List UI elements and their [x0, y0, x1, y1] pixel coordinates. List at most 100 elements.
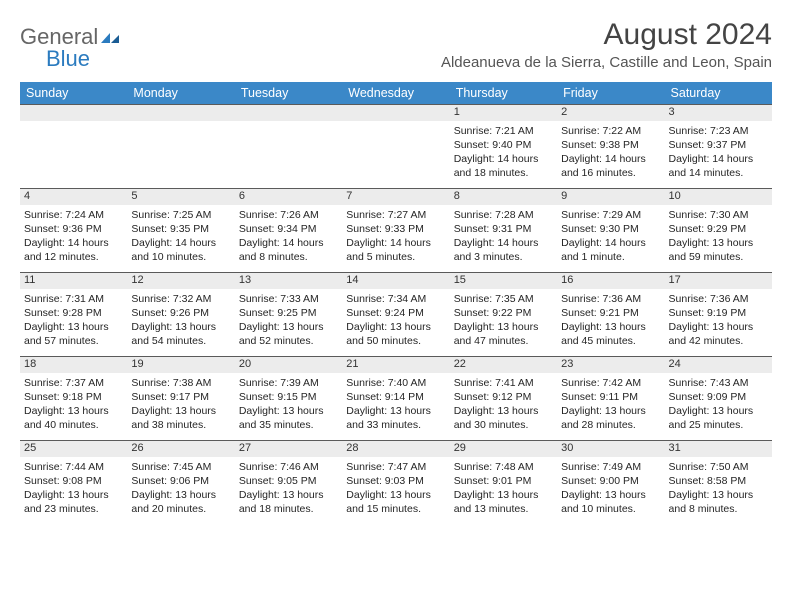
sunset-text: Sunset: 9:35 PM — [131, 222, 230, 236]
day-number-cell: 3 — [665, 105, 772, 121]
day-info-cell: Sunrise: 7:35 AMSunset: 9:22 PMDaylight:… — [450, 289, 557, 357]
day-info-cell: Sunrise: 7:34 AMSunset: 9:24 PMDaylight:… — [342, 289, 449, 357]
day-info-cell: Sunrise: 7:45 AMSunset: 9:06 PMDaylight:… — [127, 457, 234, 525]
day-info-cell — [342, 121, 449, 189]
sunset-text: Sunset: 8:58 PM — [669, 474, 768, 488]
daylight-text: Daylight: 14 hours and 10 minutes. — [131, 236, 230, 264]
sunset-text: Sunset: 9:28 PM — [24, 306, 123, 320]
daylight-text: Daylight: 13 hours and 40 minutes. — [24, 404, 123, 432]
day-info-row: Sunrise: 7:24 AMSunset: 9:36 PMDaylight:… — [20, 205, 772, 273]
sunset-text: Sunset: 9:29 PM — [669, 222, 768, 236]
day-info-cell: Sunrise: 7:49 AMSunset: 9:00 PMDaylight:… — [557, 457, 664, 525]
day-number-cell: 17 — [665, 273, 772, 289]
day-info-cell: Sunrise: 7:36 AMSunset: 9:19 PMDaylight:… — [665, 289, 772, 357]
day-info-cell: Sunrise: 7:48 AMSunset: 9:01 PMDaylight:… — [450, 457, 557, 525]
day-number-cell: 11 — [20, 273, 127, 289]
daylight-text: Daylight: 13 hours and 33 minutes. — [346, 404, 445, 432]
day-number-cell: 4 — [20, 189, 127, 205]
day-info-cell: Sunrise: 7:33 AMSunset: 9:25 PMDaylight:… — [235, 289, 342, 357]
sunrise-text: Sunrise: 7:49 AM — [561, 460, 660, 474]
day-header: Monday — [127, 82, 234, 105]
sunrise-text: Sunrise: 7:44 AM — [24, 460, 123, 474]
sunrise-text: Sunrise: 7:22 AM — [561, 124, 660, 138]
sunrise-text: Sunrise: 7:28 AM — [454, 208, 553, 222]
day-number-row: 45678910 — [20, 189, 772, 205]
day-info-cell: Sunrise: 7:28 AMSunset: 9:31 PMDaylight:… — [450, 205, 557, 273]
day-number-cell: 6 — [235, 189, 342, 205]
day-info-cell: Sunrise: 7:29 AMSunset: 9:30 PMDaylight:… — [557, 205, 664, 273]
sunset-text: Sunset: 9:36 PM — [24, 222, 123, 236]
sunset-text: Sunset: 9:33 PM — [346, 222, 445, 236]
day-info-cell: Sunrise: 7:32 AMSunset: 9:26 PMDaylight:… — [127, 289, 234, 357]
sunrise-text: Sunrise: 7:45 AM — [131, 460, 230, 474]
day-number-cell: 23 — [557, 357, 664, 373]
day-info-cell: Sunrise: 7:26 AMSunset: 9:34 PMDaylight:… — [235, 205, 342, 273]
day-header: Thursday — [450, 82, 557, 105]
daylight-text: Daylight: 14 hours and 16 minutes. — [561, 152, 660, 180]
sunrise-text: Sunrise: 7:46 AM — [239, 460, 338, 474]
day-info-cell: Sunrise: 7:36 AMSunset: 9:21 PMDaylight:… — [557, 289, 664, 357]
sunrise-text: Sunrise: 7:47 AM — [346, 460, 445, 474]
daylight-text: Daylight: 13 hours and 28 minutes. — [561, 404, 660, 432]
daylight-text: Daylight: 14 hours and 12 minutes. — [24, 236, 123, 264]
sunset-text: Sunset: 9:08 PM — [24, 474, 123, 488]
day-info-cell: Sunrise: 7:40 AMSunset: 9:14 PMDaylight:… — [342, 373, 449, 441]
daylight-text: Daylight: 14 hours and 1 minute. — [561, 236, 660, 264]
daylight-text: Daylight: 14 hours and 14 minutes. — [669, 152, 768, 180]
day-number-cell: 8 — [450, 189, 557, 205]
daylight-text: Daylight: 13 hours and 35 minutes. — [239, 404, 338, 432]
sunset-text: Sunset: 9:19 PM — [669, 306, 768, 320]
day-number-cell — [127, 105, 234, 121]
location-label: Aldeanueva de la Sierra, Castille and Le… — [441, 54, 772, 71]
day-header: Sunday — [20, 82, 127, 105]
day-info-row: Sunrise: 7:44 AMSunset: 9:08 PM Daylight:… — [20, 457, 772, 525]
daylight-text: Daylight: 13 hours and 8 minutes. — [669, 488, 768, 516]
sunset-text: Sunset: 9:00 PM — [561, 474, 660, 488]
sunrise-text: Sunrise: 7:30 AM — [669, 208, 768, 222]
day-number-cell: 13 — [235, 273, 342, 289]
sunset-text: Sunset: 9:34 PM — [239, 222, 338, 236]
day-info-row: Sunrise: 7:37 AMSunset: 9:18 PMDaylight:… — [20, 373, 772, 441]
sunrise-text: Sunrise: 7:31 AM — [24, 292, 123, 306]
sunrise-text: Sunrise: 7:38 AM — [131, 376, 230, 390]
day-number-cell: 30 — [557, 441, 664, 457]
day-number-cell: 5 — [127, 189, 234, 205]
day-info-row: Sunrise: 7:31 AMSunset: 9:28 PMDaylight:… — [20, 289, 772, 357]
sunrise-text: Sunrise: 7:27 AM — [346, 208, 445, 222]
sunrise-text: Sunrise: 7:34 AM — [346, 292, 445, 306]
sunset-text: Sunset: 9:26 PM — [131, 306, 230, 320]
day-info-cell: Sunrise: 7:38 AMSunset: 9:17 PMDaylight:… — [127, 373, 234, 441]
sunrise-text: Sunrise: 7:35 AM — [454, 292, 553, 306]
day-number-cell: 29 — [450, 441, 557, 457]
day-info-cell — [127, 121, 234, 189]
day-number-row: 123 — [20, 105, 772, 121]
sunset-text: Sunset: 9:03 PM — [346, 474, 445, 488]
daylight-text: Daylight: 13 hours and 57 minutes. — [24, 320, 123, 348]
day-number-cell: 20 — [235, 357, 342, 373]
sunrise-text: Sunrise: 7:40 AM — [346, 376, 445, 390]
daylight-text: Daylight: 13 hours and 47 minutes. — [454, 320, 553, 348]
sunset-text: Sunset: 9:22 PM — [454, 306, 553, 320]
sunset-text: Sunset: 9:38 PM — [561, 138, 660, 152]
day-info-cell: Sunrise: 7:37 AMSunset: 9:18 PMDaylight:… — [20, 373, 127, 441]
day-number-cell: 7 — [342, 189, 449, 205]
day-number-row: 11121314151617 — [20, 273, 772, 289]
day-number-row: 25262728293031 — [20, 441, 772, 457]
day-number-cell — [235, 105, 342, 121]
daylight-text: Daylight: 13 hours and 38 minutes. — [131, 404, 230, 432]
daylight-text: Daylight: 13 hours and 30 minutes. — [454, 404, 553, 432]
day-number-cell: 10 — [665, 189, 772, 205]
brand-mark-icon — [101, 31, 121, 50]
sunset-text: Sunset: 9:06 PM — [131, 474, 230, 488]
sunset-text: Sunset: 9:17 PM — [131, 390, 230, 404]
day-info-cell: Sunrise: 7:42 AMSunset: 9:11 PMDaylight:… — [557, 373, 664, 441]
sunset-text: Sunset: 9:37 PM — [669, 138, 768, 152]
sunset-text: Sunset: 9:14 PM — [346, 390, 445, 404]
sunset-text: Sunset: 9:31 PM — [454, 222, 553, 236]
sunrise-text: Sunrise: 7:21 AM — [454, 124, 553, 138]
day-number-cell: 22 — [450, 357, 557, 373]
sunrise-text: Sunrise: 7:32 AM — [131, 292, 230, 306]
day-info-cell: Sunrise: 7:25 AMSunset: 9:35 PMDaylight:… — [127, 205, 234, 273]
daylight-text: Daylight: 13 hours and 54 minutes. — [131, 320, 230, 348]
day-info-cell: Sunrise: 7:22 AMSunset: 9:38 PMDaylight:… — [557, 121, 664, 189]
